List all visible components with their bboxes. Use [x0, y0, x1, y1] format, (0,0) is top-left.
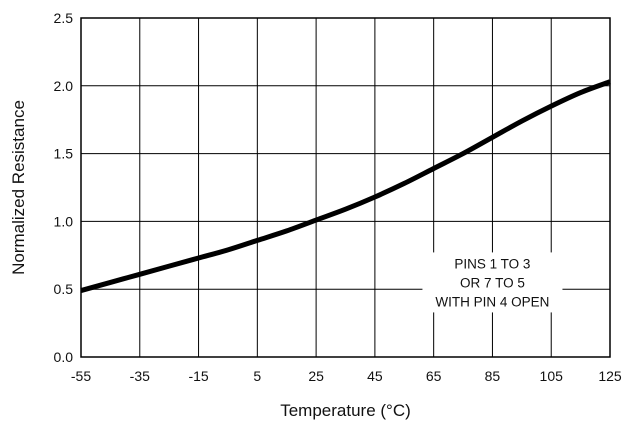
x-tick-label: 45	[367, 368, 383, 384]
x-tick-label: 65	[426, 368, 442, 384]
x-tick-label: 125	[598, 368, 622, 384]
y-tick-labels: 0.0 0.5 1.0 1.5 2.0 2.5	[54, 10, 74, 365]
y-tick-label: 1.0	[54, 213, 74, 229]
x-tick-labels: -55 -35 -15 5 25 45 65 85 105 125	[71, 368, 622, 384]
x-tick-label: 5	[253, 368, 261, 384]
x-tick-label: 85	[485, 368, 501, 384]
x-axis-title: Temperature (°C)	[280, 401, 411, 420]
y-tick-label: 2.5	[54, 10, 74, 26]
y-tick-label: 0.5	[54, 281, 74, 297]
annotation-line-1: PINS 1 TO 3	[454, 256, 530, 271]
y-axis-title: Normalized Resistance	[9, 100, 28, 275]
x-tick-label: -35	[130, 368, 150, 384]
y-tick-label: 2.0	[54, 78, 74, 94]
series-group	[80, 79, 611, 293]
annotation-line-2: OR 7 TO 5	[460, 275, 525, 290]
series-line-0	[80, 79, 611, 293]
y-tick-label: 0.0	[54, 349, 74, 365]
x-tick-label: 105	[540, 368, 564, 384]
annotation-box: PINS 1 TO 3 OR 7 TO 5 WITH PIN 4 OPEN	[422, 252, 563, 313]
y-tick-label: 1.5	[54, 146, 74, 162]
x-tick-label: 25	[308, 368, 324, 384]
annotation-line-3: WITH PIN 4 OPEN	[435, 294, 549, 309]
plot-frame	[80, 17, 611, 358]
annotation-background	[422, 252, 563, 313]
x-tick-label: -15	[188, 368, 208, 384]
x-tick-label: -55	[71, 368, 91, 384]
